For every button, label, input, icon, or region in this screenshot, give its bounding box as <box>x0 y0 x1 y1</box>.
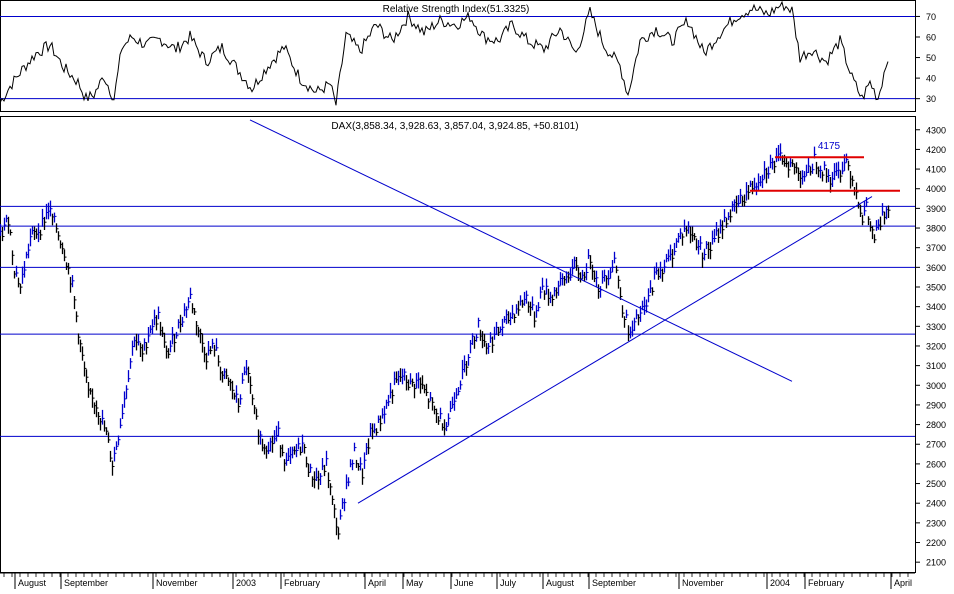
peak-annotation: 4175 <box>818 141 841 152</box>
price-ytick-label: 2700 <box>926 440 946 450</box>
x-month-label: May <box>406 578 424 588</box>
price-ytick-label: 3300 <box>926 322 946 332</box>
rsi-ytick-label: 70 <box>926 12 936 22</box>
x-month-label: June <box>454 578 474 588</box>
price-ytick-label: 3600 <box>926 263 946 273</box>
x-month-label: July <box>500 578 517 588</box>
price-title: DAX(3,858.34, 3,928.63, 3,857.04, 3,924.… <box>331 121 578 132</box>
price-ytick-label: 4300 <box>926 125 946 135</box>
x-month-label: August <box>546 578 575 588</box>
rsi-ytick-label: 30 <box>926 94 936 104</box>
rsi-series-line <box>0 0 889 106</box>
rsi-ytick-label: 40 <box>926 74 936 84</box>
x-month-label: November <box>156 578 198 588</box>
price-layer <box>0 119 915 540</box>
x-month-label: April <box>894 578 912 588</box>
price-ytick-label: 2500 <box>926 479 946 489</box>
x-month-label: April <box>368 578 386 588</box>
x-month-label: February <box>808 578 845 588</box>
rsi-ytick-label: 60 <box>926 33 936 43</box>
price-ytick-label: 2900 <box>926 400 946 410</box>
rsi-panel-frame <box>0 0 916 112</box>
rsi-layer <box>0 0 915 106</box>
trendline-1 <box>357 196 873 504</box>
price-panel-frame <box>0 116 916 573</box>
price-bars <box>0 143 891 540</box>
price-ytick-label: 2800 <box>926 420 946 430</box>
price-ytick-label: 3900 <box>926 204 946 214</box>
price-ytick-label: 2100 <box>926 558 946 568</box>
price-ytick-label: 2300 <box>926 518 946 528</box>
price-ytick-label: 3500 <box>926 283 946 293</box>
price-ytick-label: 2400 <box>926 499 946 509</box>
x-month-label: February <box>284 578 321 588</box>
rsi-ytick-label: 50 <box>926 53 936 63</box>
price-ytick-label: 3100 <box>926 361 946 371</box>
trendline-0 <box>249 119 793 382</box>
x-month-label: 2004 <box>770 578 790 588</box>
price-ytick-label: 2600 <box>926 459 946 469</box>
price-ytick-label: 3200 <box>926 341 946 351</box>
price-ytick-label: 2200 <box>926 538 946 548</box>
price-ytick-label: 3000 <box>926 381 946 391</box>
price-ytick-label: 4200 <box>926 145 946 155</box>
price-ytick-label: 4100 <box>926 165 946 175</box>
price-ytick-label: 3800 <box>926 224 946 234</box>
axis-layer: 30 40 50 60 70 2100 2200 2300 2400 2500 2600 2700 28… <box>0 12 946 589</box>
x-month-label: August <box>18 578 47 588</box>
price-ytick-label: 3400 <box>926 302 946 312</box>
x-month-label: September <box>592 578 636 588</box>
price-ytick-label: 3700 <box>926 243 946 253</box>
price-ytick-label: 4000 <box>926 184 946 194</box>
x-month-label: 2003 <box>236 578 256 588</box>
x-month-label: September <box>64 578 108 588</box>
rsi-title: Relative Strength Index(51.3325) <box>383 4 530 15</box>
x-month-label: November <box>682 578 724 588</box>
